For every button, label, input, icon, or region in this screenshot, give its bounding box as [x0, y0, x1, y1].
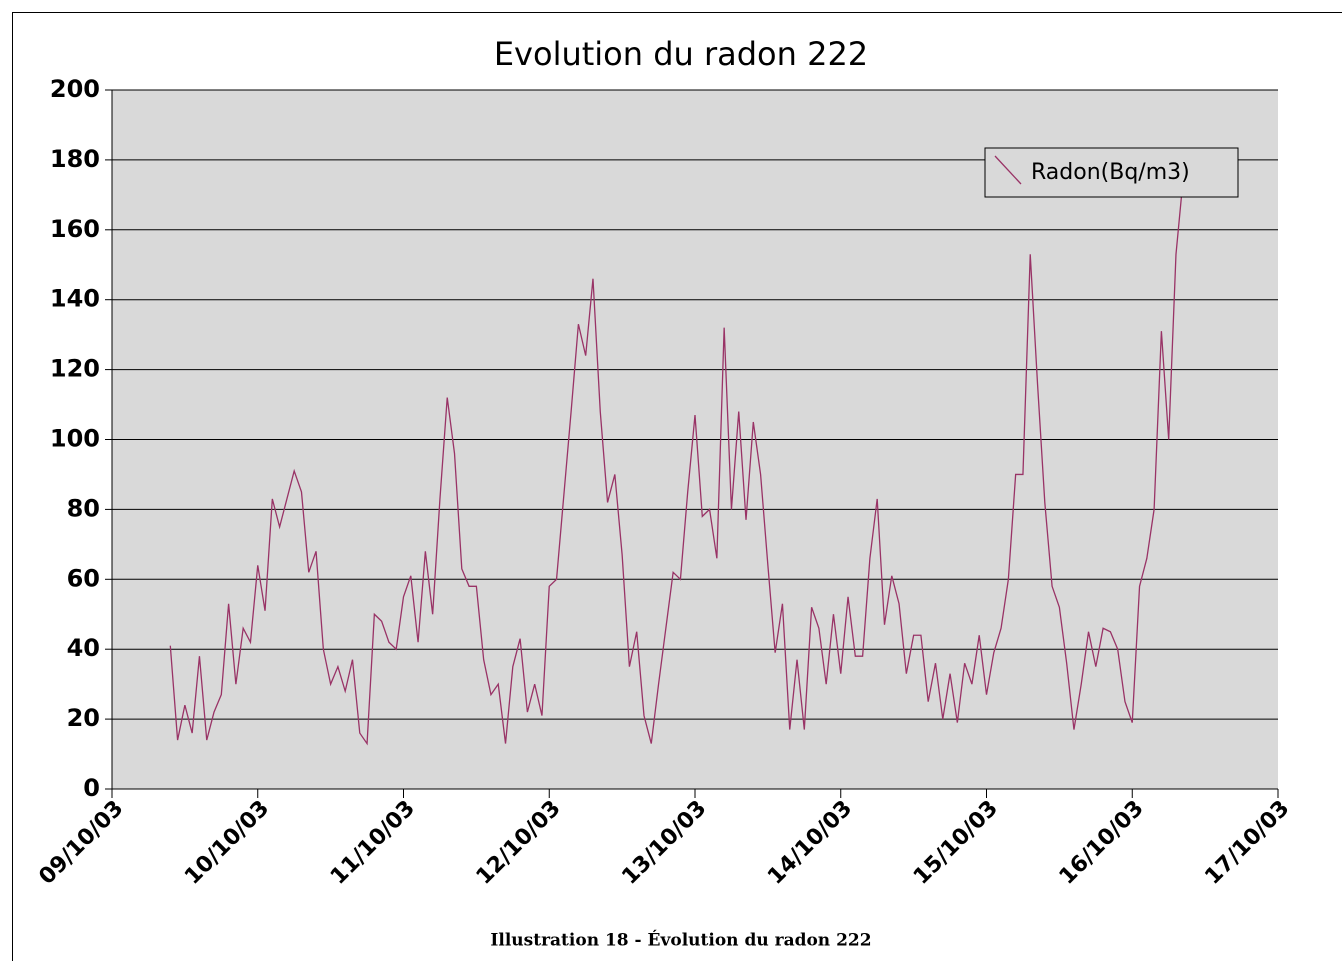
x-tick-label: 17/10/03	[1200, 796, 1294, 890]
legend-label: Radon(Bq/m3)	[1031, 160, 1190, 185]
x-tick-label: 14/10/03	[763, 796, 857, 890]
chart-title: Evolution du radon 222	[494, 35, 868, 73]
x-tick-label: 09/10/03	[34, 796, 128, 890]
x-tick-label: 16/10/03	[1055, 796, 1149, 890]
y-tick-label: 0	[83, 774, 100, 802]
y-tick-label: 120	[50, 355, 100, 383]
x-tick-label: 15/10/03	[909, 796, 1003, 890]
data-line	[169, 177, 1184, 746]
y-tick-label: 160	[50, 215, 100, 243]
caption: Illustration 18 - Évolution du radon 222	[490, 930, 871, 951]
y-tick-label: 100	[50, 425, 100, 453]
x-tick-label: 10/10/03	[180, 796, 274, 890]
y-tick-label: 40	[67, 634, 100, 662]
legend-box	[984, 147, 1239, 198]
x-tick-label: 11/10/03	[326, 796, 420, 890]
y-tick-label: 180	[50, 145, 100, 173]
y-tick-label: 140	[50, 285, 100, 313]
y-tick-label: 20	[67, 704, 100, 732]
y-tick-label: 200	[50, 75, 100, 103]
legend-swatch	[994, 155, 1022, 185]
y-tick-label: 80	[67, 494, 100, 522]
x-tick-label: 13/10/03	[617, 796, 711, 890]
x-tick-label: 12/10/03	[472, 796, 566, 890]
plot-clip	[169, 177, 1184, 746]
y-tick-label: 60	[67, 564, 100, 592]
